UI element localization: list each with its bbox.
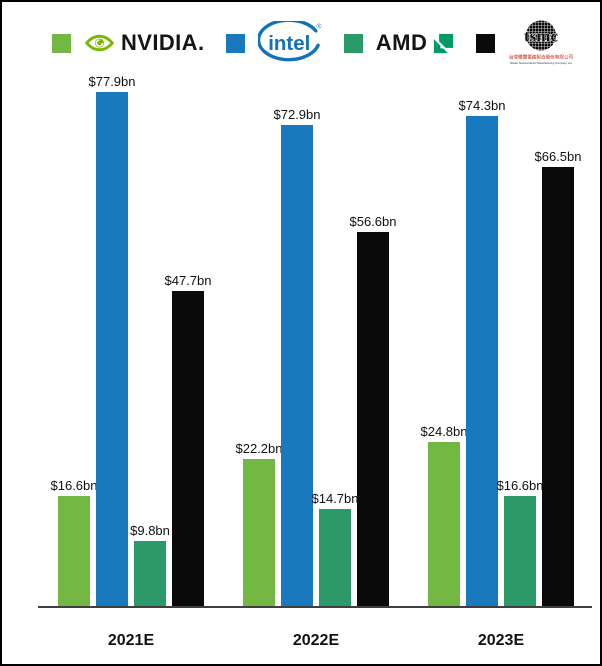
bar-intel-2022e [281,125,313,606]
bar-slot-intel-2022e: $72.9bn [274,107,321,606]
category-label-2022e: 2022E [292,632,340,649]
tsmc-logo: tsmc 台灣積體電路製造股份有限公司 Taiwan Semiconductor… [508,19,574,67]
bar-slot-intel-2023e: $74.3bn [459,98,506,606]
plot-area: $16.6bn $77.9bn $9.8bn $47.7bn $22.2bn $72.9b… [38,66,592,650]
amd-wordmark: AMD [375,30,428,55]
bar-value-label-amd-2022e: $14.7bn [311,490,359,506]
bar-group-2022e: $22.2bn $72.9bn $14.7bn $56.6bn [236,107,397,606]
bar-slot-tsmc-2022e: $56.6bn [350,214,397,606]
amd-arrow-icon [434,33,454,53]
bar-value-label-intel-2021e: $77.9bn [88,73,136,89]
bar-amd-2021e [134,541,166,606]
amd-logo: AMD [376,32,455,54]
intel-wordmark: intel [268,32,310,55]
legend-swatch-intel [226,33,246,53]
tsmc-wafer-icon [525,20,556,51]
x-axis-line [38,606,592,608]
bar-slot-tsmc-2023e: $66.5bn [535,149,582,606]
legend-item-intel: intel ® [226,21,322,65]
bar-amd-2022e [319,509,351,606]
bar-group-2021e: $16.6bn $77.9bn $9.8bn $47.7bn [51,74,212,606]
bar-value-label-amd-2021e: $9.8bn [130,522,170,538]
bar-value-label-nvidia-2022e: $22.2bn [235,440,283,456]
legend-item-nvidia: NVIDIA. [52,32,204,54]
tsmc-wordmark: tsmc [524,27,558,46]
category-label-2021e: 2021E [107,632,155,649]
bar-value-label-nvidia-2021e: $16.6bn [50,477,98,493]
bar-slot-amd-2023e: $16.6bn [497,478,544,606]
bar-value-label-tsmc-2022e: $56.6bn [349,213,397,229]
bar-value-label-amd-2023e: $16.6bn [496,477,544,493]
bar-group-2023e: $24.8bn $74.3bn $16.6bn $66.5bn [421,98,582,606]
bar-tsmc-2023e [542,167,574,606]
bar-value-label-intel-2023e: $74.3bn [458,97,506,113]
bar-value-label-intel-2022e: $72.9bn [273,106,321,122]
bar-amd-2023e [504,496,536,606]
bar-tsmc-2021e [172,291,204,606]
bar-value-label-nvidia-2023e: $24.8bn [420,423,468,439]
nvidia-logo: NVIDIA. [84,32,204,54]
category-label-2023e: 2023E [477,632,525,649]
legend-swatch-nvidia [52,33,71,53]
bar-slot-nvidia-2023e: $24.8bn [421,424,468,606]
bar-slot-nvidia-2022e: $22.2bn [236,441,283,606]
bar-intel-2023e [466,116,498,606]
bar-slot-amd-2021e: $9.8bn [130,523,170,606]
tsmc-chinese-name: 台灣積體電路製造股份有限公司 [509,54,574,61]
bar-groups: $16.6bn $77.9bn $9.8bn $47.7bn $22.2bn $72.9b… [38,66,592,606]
intel-logo: intel ® [258,21,322,65]
legend-swatch-tsmc [475,33,495,53]
intel-registered-mark: ® [317,23,322,31]
legend-swatch-amd [343,33,363,53]
bar-value-label-tsmc-2021e: $47.7bn [164,272,212,288]
nvidia-eye-icon [84,34,115,52]
category-axis-labels: 2021E 2022E 2023E [38,632,592,650]
bar-nvidia-2021e [58,496,90,606]
bar-slot-amd-2022e: $14.7bn [312,491,359,606]
bar-slot-tsmc-2021e: $47.7bn [165,273,212,606]
chart-legend: NVIDIA. intel ® AMD [2,2,600,74]
nvidia-wordmark: NVIDIA. [121,30,205,55]
bar-slot-nvidia-2021e: $16.6bn [51,478,98,606]
bar-nvidia-2023e [428,442,460,606]
bar-slot-intel-2021e: $77.9bn [89,74,136,606]
legend-item-tsmc: tsmc 台灣積體電路製造股份有限公司 Taiwan Semiconductor… [475,19,574,67]
bar-value-label-tsmc-2023e: $66.5bn [534,148,582,164]
bar-intel-2021e [96,92,128,606]
bar-nvidia-2022e [243,459,275,606]
tsmc-english-name: Taiwan Semiconductor Manufacturing Compa… [510,61,573,65]
legend-item-amd: AMD [343,32,455,54]
bar-tsmc-2022e [357,232,389,606]
